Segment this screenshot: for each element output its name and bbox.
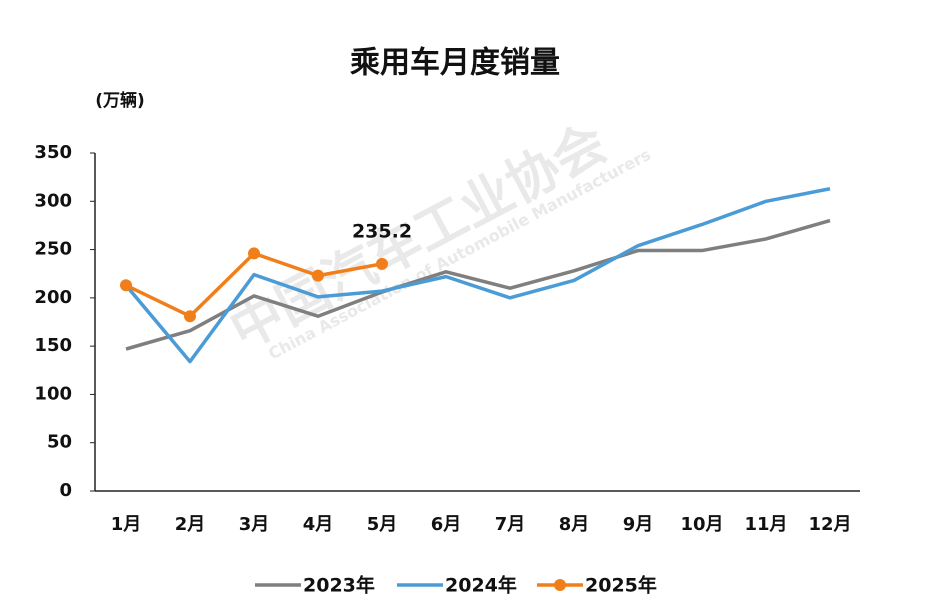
y-tick-label: 0 [59, 480, 72, 501]
point [376, 257, 388, 270]
x-tick-label: 12月 [808, 514, 851, 535]
x-tick-label: 6月 [431, 514, 462, 535]
series-line [124, 187, 831, 364]
legend-label: 2023年 [303, 574, 375, 597]
x-tick-label: 3月 [239, 514, 270, 535]
chart-title: 乘用车月度销量 [350, 46, 560, 81]
x-tick-label: 1月 [111, 514, 142, 535]
legend-label: 2024年 [445, 574, 517, 597]
point [312, 269, 324, 282]
watermark-text: 中国汽车工业协会 [221, 113, 616, 361]
x-tick-label: 2月 [175, 514, 206, 535]
y-tick-label: 50 [47, 432, 72, 453]
y-tick-label: 350 [34, 142, 72, 163]
point [120, 279, 132, 292]
x-tick-label: 4月 [303, 514, 334, 535]
x-tick-label: 10月 [680, 514, 723, 535]
x-tick-label: 7月 [495, 514, 526, 535]
point [248, 247, 260, 260]
y-tick-label: 150 [34, 335, 72, 356]
x-tick-label: 5月 [367, 514, 398, 535]
legend-label: 2025年 [585, 574, 657, 597]
data-label: 235.2 [352, 220, 412, 242]
y-tick-label: 200 [34, 287, 72, 308]
point [184, 310, 196, 323]
series-line [125, 218, 831, 351]
x-tick-label: 9月 [623, 514, 654, 535]
legend-marker [554, 579, 566, 591]
x-tick-label: 11月 [744, 514, 787, 535]
y-tick-label: 300 [34, 190, 72, 211]
y-tick-label: 100 [34, 383, 72, 404]
y-tick-label: 250 [34, 239, 72, 260]
x-tick-label: 8月 [559, 514, 590, 535]
watermark: 中国汽车工业协会 China Association of Automobile… [221, 113, 654, 363]
y-axis-label: (万辆) [95, 90, 145, 111]
